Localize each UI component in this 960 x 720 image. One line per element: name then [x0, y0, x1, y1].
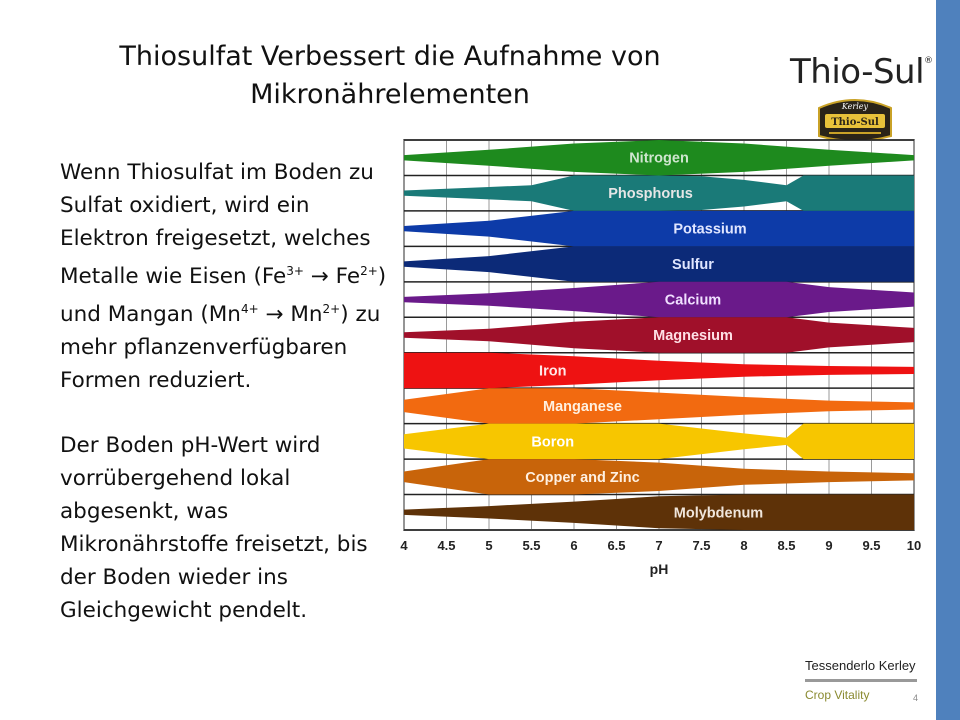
- x-axis-label: pH: [650, 561, 669, 577]
- footer-divider: [805, 679, 917, 682]
- x-tick-label: 9: [825, 538, 832, 553]
- slide-title: Thiosulfat Verbessert die Aufnahme von M…: [100, 38, 680, 114]
- footer-tagline: Crop Vitality: [805, 688, 870, 702]
- superscript-fe2: 2+: [360, 264, 378, 278]
- title-line-1: Thiosulfat Verbessert die Aufnahme von: [119, 41, 661, 72]
- badge-main-text: Thio-Sul: [831, 117, 879, 128]
- logo-text: Thio-Sul: [790, 52, 925, 92]
- nutrient-label: Potassium: [673, 222, 746, 238]
- nutrient-band-potassium: [404, 210, 914, 247]
- page-number: 4: [913, 693, 919, 703]
- nutrient-band-nitrogen: [404, 140, 914, 176]
- x-tick-label: 6.5: [607, 538, 625, 553]
- p1-text-c: ) und Mangan (Mn: [60, 264, 387, 328]
- p1-text-d: → Mn: [258, 302, 323, 328]
- nutrient-availability-chart: Nitrogen Phosphorus Potassium Sulfur Calcium…: [400, 139, 921, 577]
- nutrient-label: Copper and Zinc: [525, 470, 639, 486]
- x-tick-label: 10: [907, 538, 921, 553]
- x-tick-label: 9.5: [862, 538, 880, 553]
- footer-company: Tessenderlo Kerley: [805, 658, 916, 673]
- nutrient-band-phosphorus: [404, 175, 914, 211]
- superscript-mn2: 2+: [322, 302, 341, 317]
- x-tick-label: 5.5: [522, 538, 540, 553]
- body-text: Wenn Thiosulfat im Boden zu Sulfat oxidi…: [60, 156, 390, 659]
- nutrient-band-magnesium: [404, 317, 914, 353]
- nutrient-label: Magnesium: [653, 328, 733, 344]
- nutrient-label: Iron: [539, 363, 566, 379]
- x-tick-label: 4.5: [437, 538, 455, 553]
- nutrient-label: Calcium: [665, 293, 721, 309]
- x-tick-label: 5: [485, 538, 492, 553]
- p1-text-a: Wenn Thiosulfat im Boden zu Sulfat oxidi…: [60, 160, 374, 290]
- x-tick-label: 8: [740, 538, 747, 553]
- badge-top-text: Kerley: [841, 102, 869, 111]
- registered-mark: ®: [924, 56, 933, 66]
- p1-text-b: → Fe: [303, 264, 361, 290]
- nutrient-band-copper-and-zinc: [404, 459, 914, 495]
- nutrient-band-sulfur: [404, 246, 914, 282]
- nutrient-label: Sulfur: [672, 257, 714, 273]
- paragraph-oxidation: Wenn Thiosulfat im Boden zu Sulfat oxidi…: [60, 156, 390, 397]
- nutrient-label: Phosphorus: [608, 186, 693, 202]
- x-tick-label: 7.5: [692, 538, 710, 553]
- x-tick-label: 7: [655, 538, 662, 553]
- paragraph-ph: Der Boden pH-Wert wird vorrübergehend lo…: [60, 433, 368, 624]
- sidebar-accent-bar: [936, 0, 960, 720]
- nutrient-label: Manganese: [543, 399, 622, 415]
- nutrient-label: Molybdenum: [674, 505, 763, 521]
- superscript-mn4: 4+: [240, 302, 259, 317]
- title-line-2: Mikronährelementen: [250, 79, 530, 110]
- nutrient-band-molybdenum: [404, 494, 914, 530]
- thio-sul-badge-logo: Kerley Thio-Sul: [818, 99, 892, 142]
- x-tick-label: 4: [400, 538, 408, 553]
- thio-sul-logo: Thio-Sul®: [790, 52, 933, 92]
- nutrient-band-manganese: [404, 388, 914, 424]
- nutrient-label: Boron: [531, 434, 574, 450]
- x-tick-label: 8.5: [777, 538, 795, 553]
- nutrient-label: Nitrogen: [629, 151, 689, 167]
- nutrient-band-boron: [404, 423, 914, 460]
- superscript-fe3: 3+: [286, 264, 304, 278]
- x-tick-label: 6: [570, 538, 577, 553]
- nutrient-band-calcium: [404, 281, 914, 318]
- nutrient-band-iron: [404, 352, 914, 389]
- p1-text-e: ) zu mehr pflanzenverfügbaren Formen red…: [60, 302, 381, 394]
